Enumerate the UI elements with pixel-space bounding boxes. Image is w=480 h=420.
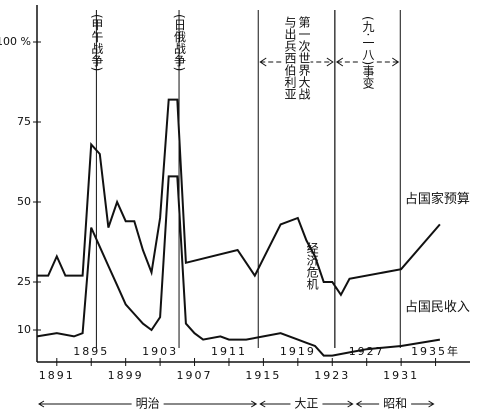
arrow bbox=[355, 400, 435, 408]
arrow bbox=[391, 57, 400, 67]
label-bg bbox=[379, 397, 412, 411]
event-label: (日俄战争) bbox=[173, 14, 187, 71]
x-tick-label: 1923 bbox=[314, 369, 350, 382]
x-tick-label: 1899 bbox=[108, 369, 144, 382]
series-label: 占国家预算 bbox=[405, 191, 470, 207]
x-tick-label: 1931 bbox=[383, 369, 419, 382]
period-label: 与出兵西伯利亚 bbox=[283, 16, 297, 100]
x-tick-label: 1891 bbox=[39, 369, 75, 382]
label-bg bbox=[131, 397, 164, 411]
arrow bbox=[259, 57, 267, 67]
series-line bbox=[36, 175, 441, 357]
label-bg bbox=[296, 14, 311, 122]
y-tick-label: 25 bbox=[17, 275, 31, 288]
event-label: (甲午战争) bbox=[90, 14, 104, 71]
era-label: 昭和 bbox=[383, 397, 407, 411]
label-bg bbox=[360, 14, 375, 74]
y-tick-label: 50 bbox=[17, 195, 31, 208]
label-bg bbox=[282, 14, 297, 122]
x-tick-label: 1895 bbox=[73, 345, 109, 358]
x-tick-label: 1915 bbox=[245, 369, 281, 382]
x-tick-label: 1919 bbox=[280, 345, 316, 358]
arrow bbox=[326, 57, 334, 67]
y-tick-label: 10 bbox=[17, 323, 31, 336]
x-tick-label: 1911 bbox=[211, 345, 247, 358]
series-label: 占国民收入 bbox=[405, 300, 470, 315]
y-tick-label: 100 % bbox=[0, 35, 31, 48]
note: 经济危机 bbox=[305, 242, 319, 290]
x-tick-label: 1935年 bbox=[411, 344, 460, 358]
era-label: 明治 bbox=[136, 397, 160, 411]
label-bg bbox=[290, 397, 323, 411]
era-label: 大正 bbox=[294, 397, 318, 411]
series-line bbox=[37, 98, 441, 297]
arrow bbox=[38, 400, 258, 408]
arrow bbox=[259, 400, 354, 408]
x-tick-label: 1903 bbox=[142, 345, 178, 358]
y-tick-label: 75 bbox=[17, 115, 31, 128]
x-tick-label: 1907 bbox=[177, 369, 213, 382]
period-label: (九·一八)事变 bbox=[361, 16, 375, 89]
period-label: 第一次世界大战 bbox=[297, 16, 311, 101]
arrow bbox=[335, 57, 344, 67]
